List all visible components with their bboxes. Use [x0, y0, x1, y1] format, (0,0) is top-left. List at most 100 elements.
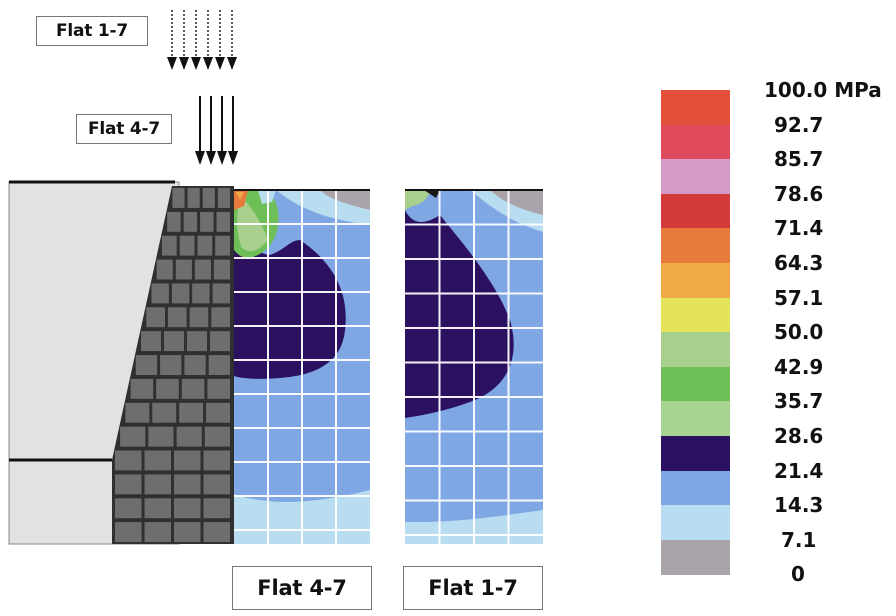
panel-label-flat-1-7: Flat 1-7 — [403, 566, 543, 610]
mesh-cell — [187, 331, 207, 352]
mesh-cell — [156, 378, 179, 399]
mesh-cell — [144, 522, 171, 542]
mesh-cell — [203, 450, 230, 471]
solid-arrowheads — [195, 151, 238, 165]
legend-value: 14.3 — [774, 493, 824, 518]
mesh-cell — [141, 331, 161, 352]
legend-swatch — [661, 470, 730, 506]
legend-swatch — [661, 90, 730, 126]
mesh-cell — [144, 498, 171, 519]
mesh-cell — [115, 474, 142, 495]
legend-swatch — [661, 332, 730, 368]
mesh-cell — [213, 259, 230, 280]
mesh-cell — [217, 188, 230, 208]
mesh-cell — [115, 450, 142, 471]
mesh-cell — [146, 307, 165, 328]
mesh-cell — [174, 474, 201, 495]
mesh-cell — [176, 426, 202, 447]
mesh-cell — [181, 378, 205, 399]
mesh-cell — [156, 259, 173, 280]
legend-value: 85.7 — [774, 147, 824, 172]
mesh-cell — [148, 426, 174, 447]
mesh-cell — [167, 211, 181, 232]
mesh-cell — [210, 331, 230, 352]
mesh-cell — [115, 498, 142, 519]
mesh-cell — [212, 283, 230, 304]
mesh-cell — [203, 522, 230, 542]
mesh-cell — [115, 522, 142, 542]
mesh-cell — [135, 355, 158, 375]
mesh-cell — [183, 211, 198, 232]
legend-value: 35.7 — [774, 389, 824, 414]
legend-value: 71.4 — [774, 216, 824, 241]
legend-value: 92.7 — [774, 112, 824, 137]
legend-value: 57.1 — [774, 285, 824, 310]
mesh-cell — [164, 331, 184, 352]
legend-swatch — [661, 228, 730, 264]
panel-grid-right — [405, 190, 543, 544]
mesh-cell — [151, 283, 169, 304]
mesh-cell — [174, 450, 201, 471]
mesh-cell — [208, 355, 230, 375]
legend-value: 64.3 — [774, 251, 824, 275]
mesh-cell — [207, 378, 230, 399]
panel-label-flat-4-7: Flat 4-7 — [232, 566, 372, 610]
mesh-cell — [130, 378, 154, 399]
mesh-cell — [215, 235, 230, 256]
mesh-cell — [206, 402, 230, 423]
mesh-cell — [203, 474, 230, 495]
mesh-cell — [125, 402, 150, 423]
legend-swatch — [661, 159, 730, 195]
legend-value: 28.6 — [774, 424, 824, 448]
mesh-cell — [192, 283, 210, 304]
legend-value: 78.6 — [774, 181, 824, 206]
mesh-cell — [160, 355, 182, 375]
mesh-cell — [161, 235, 177, 256]
legend-swatch — [661, 401, 730, 437]
legend-value: 50.0 — [774, 320, 824, 345]
mesh-cell — [175, 259, 192, 280]
panel-grid-left — [234, 190, 370, 544]
mesh-cell — [174, 498, 201, 519]
legend-value: 100.0 MPa — [764, 78, 882, 102]
dotted-arrowheads — [167, 57, 237, 70]
mesh-cell — [171, 283, 190, 304]
legend-value: 42.9 — [774, 354, 824, 379]
mesh-cell — [120, 426, 146, 447]
legend-swatch — [661, 505, 730, 541]
mesh-cell — [172, 188, 185, 208]
legend-swatch — [661, 263, 730, 299]
legend-swatch — [661, 436, 730, 472]
legend-value: 21.4 — [774, 458, 824, 483]
mesh-cell — [174, 522, 201, 542]
mesh-cell — [211, 307, 230, 328]
mesh-cell — [187, 188, 200, 208]
legend-swatch — [661, 124, 730, 160]
mesh-cell — [194, 259, 211, 280]
legend-value: 0 — [791, 562, 805, 587]
mesh-cell — [200, 211, 214, 232]
mesh-cell — [167, 307, 187, 328]
mesh-cell — [204, 426, 230, 447]
mesh-cell — [179, 235, 195, 256]
dotted-load-arrows-icon — [171, 10, 233, 58]
mesh-cell — [144, 450, 171, 471]
legend-swatch — [661, 539, 730, 575]
contour-panel-right — [405, 190, 543, 544]
legend-swatch — [661, 297, 730, 333]
mesh-cell — [179, 402, 204, 423]
load-label-flat-4-7: Flat 4-7 — [76, 114, 172, 144]
legend-value: 7.1 — [781, 527, 817, 552]
mesh-cell — [189, 307, 209, 328]
load-label-flat-1-7: Flat 1-7 — [36, 16, 148, 46]
contour-panel-left — [234, 190, 370, 544]
mesh-cell — [152, 402, 177, 423]
legend-swatch — [661, 193, 730, 229]
mesh-cell — [144, 474, 171, 495]
mesh-cell — [197, 235, 213, 256]
legend-swatch — [661, 366, 730, 402]
mesh-cell — [216, 211, 230, 232]
solid-load-arrows-icon — [199, 96, 234, 152]
mesh-cells — [115, 188, 230, 542]
